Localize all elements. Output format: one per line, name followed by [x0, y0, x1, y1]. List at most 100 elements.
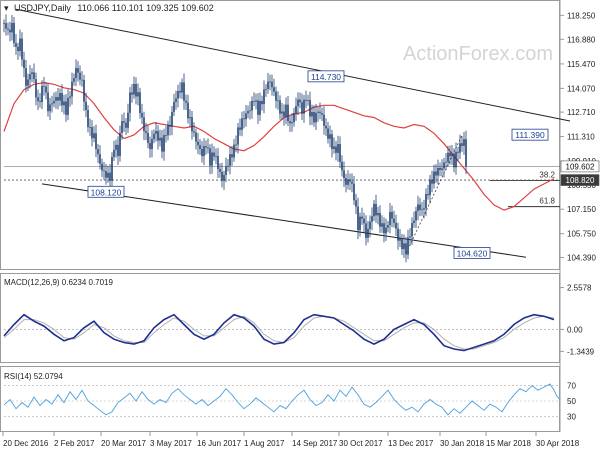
- candle-body: [431, 179, 433, 184]
- date-tick-label: 14 Sep 2017: [292, 439, 338, 448]
- price-callout-box: [453, 247, 491, 259]
- macd-tick-label: -1.3439: [567, 347, 595, 356]
- macd-title: MACD(12,26,9) 0.6234 0.7019: [4, 278, 114, 287]
- candle-body: [439, 167, 441, 170]
- rsi-line: [3, 383, 561, 416]
- candle-body: [17, 46, 19, 52]
- candle-body: [433, 171, 435, 184]
- sma-line: [3, 81, 555, 211]
- candle-body: [345, 178, 347, 185]
- candle-body: [371, 216, 373, 222]
- candle-body: [157, 131, 159, 141]
- candle-body: [23, 59, 25, 69]
- candle-body: [387, 224, 389, 228]
- candle-body: [409, 236, 411, 238]
- candle-body: [361, 216, 363, 219]
- candle-body: [421, 209, 423, 211]
- candle-body: [259, 100, 261, 115]
- candle-body: [307, 100, 309, 101]
- macd-tick-label: 0.00: [567, 325, 583, 334]
- candle-body: [297, 99, 299, 107]
- candle-body: [51, 103, 53, 105]
- ohlc-values: 110.066 110.101 109.325 109.602: [77, 3, 213, 13]
- candle-body: [315, 112, 317, 123]
- rsi-title: RSI(14) 52.0794: [4, 372, 63, 381]
- candle-body: [407, 237, 409, 255]
- candle-body: [327, 128, 329, 139]
- candle-body: [165, 135, 167, 136]
- candle-body: [183, 82, 185, 101]
- macd-tick-label: 2.5578: [567, 284, 592, 293]
- candle-body: [385, 227, 387, 234]
- candle-body: [281, 111, 283, 114]
- candle-body: [319, 111, 321, 114]
- candle-body: [121, 121, 123, 133]
- candle-body: [133, 83, 135, 95]
- candle-body: [355, 200, 357, 207]
- candle-body: [257, 100, 259, 115]
- date-tick-label: 30 Oct 2017: [339, 439, 383, 448]
- candle-body: [115, 144, 117, 150]
- candle-body: [29, 74, 31, 80]
- candle-body: [267, 81, 269, 89]
- price-tick-label: 115.470: [567, 60, 596, 69]
- candle-body: [231, 154, 233, 158]
- candle-body: [463, 139, 465, 146]
- candle-body: [151, 139, 153, 150]
- candle-body: [213, 152, 215, 157]
- candle-body: [67, 97, 69, 115]
- price-tick-label: 112.710: [567, 108, 596, 117]
- candle-body: [251, 100, 253, 111]
- rsi-tick-label: 70: [567, 382, 576, 391]
- candle-body: [369, 221, 371, 229]
- candle-body: [291, 122, 293, 124]
- candle-body: [375, 203, 377, 216]
- candle-body: [247, 110, 249, 114]
- candle-body: [261, 100, 263, 105]
- candle-body: [443, 162, 445, 169]
- candle-body: [413, 220, 415, 224]
- date-tick-label: 20 Dec 2016: [3, 439, 49, 448]
- candle-body: [195, 132, 197, 142]
- price-callout-label: 114.730: [311, 72, 341, 82]
- candle-body: [269, 81, 271, 83]
- price-tick-label: 118.250: [567, 11, 596, 20]
- candle-body: [37, 97, 39, 102]
- candle-body: [347, 179, 349, 185]
- candle-body: [417, 204, 419, 212]
- candle-body: [373, 203, 375, 217]
- candle-body: [137, 92, 139, 97]
- price-tick-label: 111.310: [567, 133, 595, 142]
- candle-body: [335, 146, 337, 153]
- candle-body: [359, 216, 361, 231]
- candle-body: [449, 152, 451, 157]
- candle-body: [27, 79, 29, 86]
- candle-body: [89, 127, 91, 128]
- candle-body: [415, 211, 417, 221]
- candle-body: [159, 137, 161, 141]
- candle-body: [233, 144, 235, 158]
- candle-body: [455, 151, 457, 168]
- candle-body: [205, 146, 207, 148]
- candle-body: [285, 104, 287, 117]
- expand-triangle-icon[interactable]: ▾: [4, 3, 9, 13]
- candle-body: [365, 223, 367, 238]
- candle-body: [87, 110, 89, 128]
- candle-body: [61, 93, 63, 106]
- candle-body: [263, 89, 265, 105]
- candle-body: [325, 125, 327, 129]
- candle-body: [447, 152, 449, 162]
- macd-line: [3, 313, 555, 352]
- candle-body: [21, 38, 23, 60]
- date-tick-label: 13 Dec 2017: [388, 439, 434, 448]
- candle-body: [43, 85, 45, 87]
- date-tick-label: 30 Apr 2018: [536, 439, 580, 448]
- candle-body: [117, 144, 119, 157]
- candle-body: [5, 23, 7, 29]
- candle-body: [49, 104, 51, 112]
- candle-body: [305, 99, 307, 101]
- candle-body: [45, 86, 47, 93]
- candle-body: [119, 132, 121, 157]
- candle-body: [253, 100, 255, 102]
